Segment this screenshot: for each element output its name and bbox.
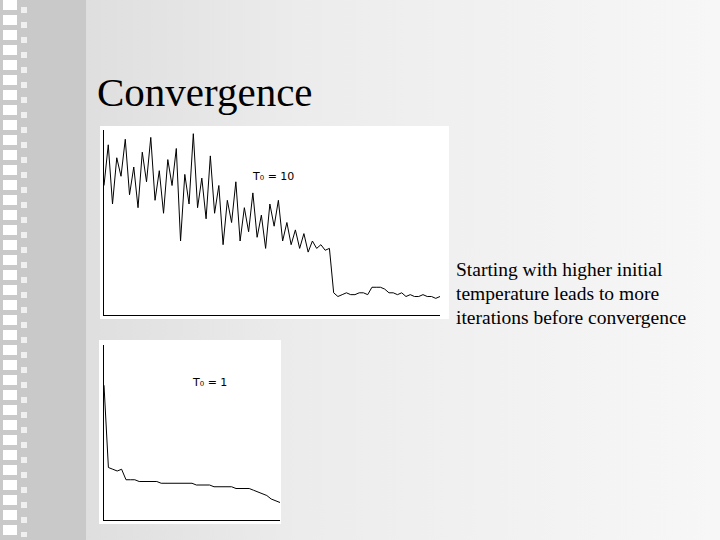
svg-text:T₀ = 1: T₀ = 1 (192, 376, 227, 389)
svg-text:T₀ = 10: T₀ = 10 (252, 170, 294, 183)
html-text:Convergence: Convergence (97, 69, 313, 115)
html-text:Starting with higher initial t: Starting with higher initial temperature… (456, 259, 687, 329)
